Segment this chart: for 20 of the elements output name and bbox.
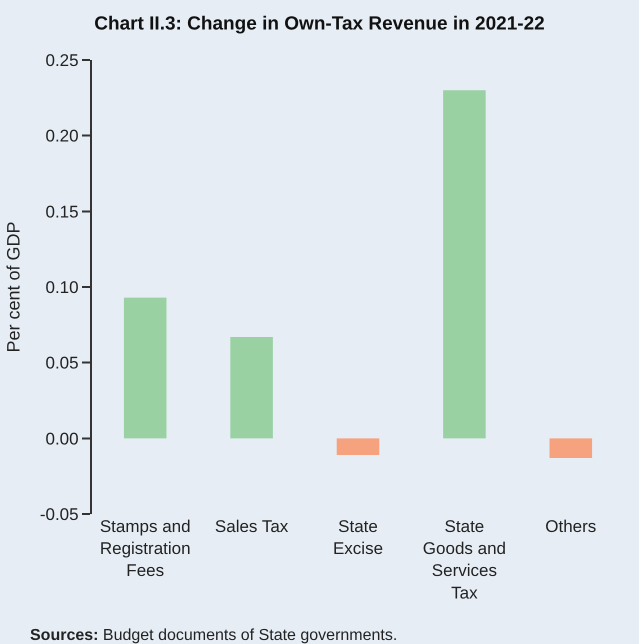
bar (230, 336, 273, 438)
x-tick-label: State Excise (332, 517, 384, 558)
y-axis-title: Per cent of GDP (4, 221, 24, 353)
y-tick-label: 0.05 (46, 354, 79, 373)
bar (124, 298, 166, 438)
y-tick-label: 0.10 (46, 278, 79, 297)
x-tick-label: Others (545, 517, 596, 536)
source-note: Sources: Budget documents of State governments. (30, 627, 398, 644)
x-tick-label: Stamps and Registration Fees (100, 517, 191, 580)
y-tick-label: 0.20 (46, 126, 79, 146)
chart-title: Chart II.3: Change in Own-Tax Revenue in 2021-22 (94, 13, 545, 34)
bar (336, 438, 380, 455)
y-tick-label: 0.15 (46, 202, 79, 222)
bar (443, 90, 486, 438)
y-tick-label: 0.00 (46, 429, 79, 448)
y-tick-label: 0.25 (46, 50, 79, 70)
y-tick-label: -0.05 (40, 504, 79, 524)
x-tick-label: Sales Tax (214, 517, 289, 536)
bar (550, 438, 592, 458)
x-tick-label: State Goods and Services Tax (422, 517, 506, 602)
